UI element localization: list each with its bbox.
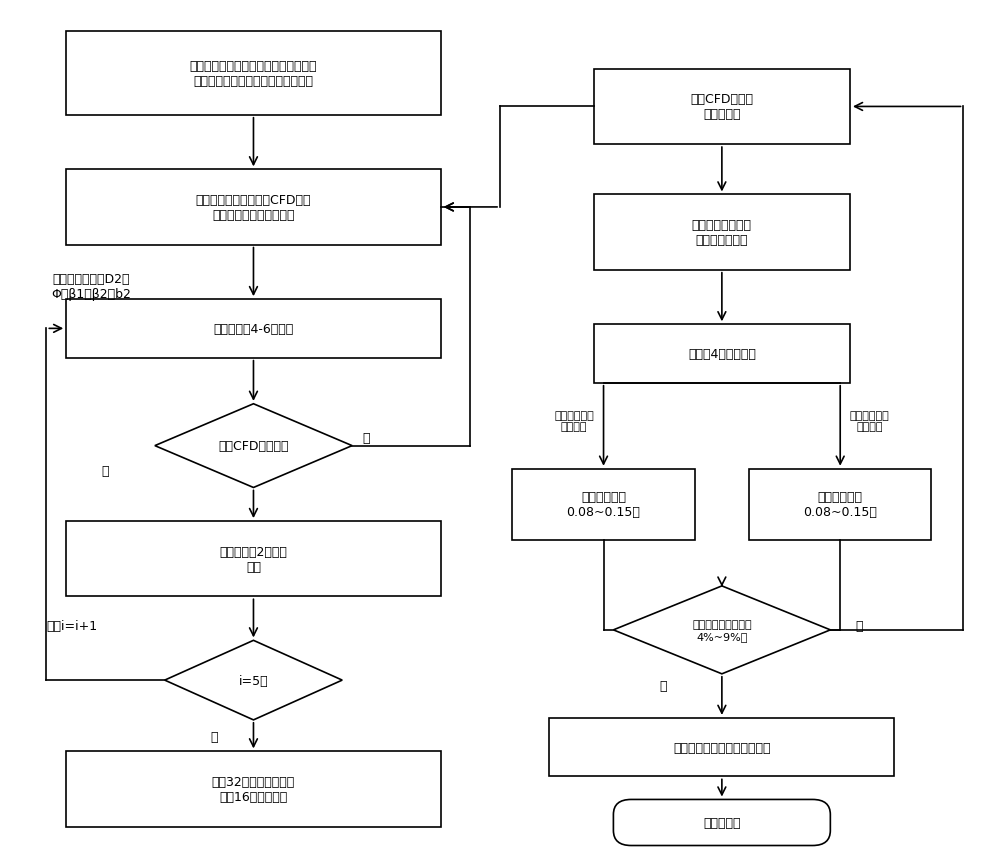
- Text: 得到CFD流场数据: 得到CFD流场数据: [218, 440, 289, 452]
- Text: 是: 是: [659, 680, 666, 693]
- Text: 是: 是: [210, 730, 218, 743]
- Polygon shape: [165, 641, 342, 720]
- FancyBboxPatch shape: [66, 32, 441, 116]
- Text: 设计导叶和泵体，采用CFD技术
计算泵的全流量水力性能: 设计导叶和泵体，采用CFD技术 计算泵的全流量水力性能: [196, 193, 311, 222]
- FancyBboxPatch shape: [594, 325, 850, 383]
- FancyBboxPatch shape: [66, 521, 441, 596]
- Text: 变形优于设计指标的
4%~9%？: 变形优于设计指标的 4%~9%？: [692, 619, 752, 641]
- Text: 否: 否: [855, 619, 862, 632]
- Text: 基于流固耦合有限
元的热力学分析: 基于流固耦合有限 元的热力学分析: [692, 219, 752, 247]
- Text: 叶片变形超过
设计要求: 叶片变形超过 设计要求: [554, 410, 594, 432]
- FancyBboxPatch shape: [66, 751, 441, 826]
- FancyBboxPatch shape: [594, 70, 850, 145]
- Text: 叶片变形优于
设计要求: 叶片变形优于 设计要求: [850, 410, 890, 432]
- Polygon shape: [613, 586, 830, 674]
- Text: 叶片厚度减小
0.08~0.15倍: 叶片厚度减小 0.08~0.15倍: [803, 491, 877, 519]
- Text: 多学科优化数学模型分析评估: 多学科优化数学模型分析评估: [673, 740, 771, 754]
- Text: 叶片厚度增加
0.08~0.15倍: 叶片厚度增加 0.08~0.15倍: [567, 491, 640, 519]
- Text: 否: 否: [362, 431, 369, 444]
- Polygon shape: [155, 404, 352, 488]
- Text: 采用多工况、低气蚀、不等扬程相结合
的水力设计方法得到叶轮的初始外形: 采用多工况、低气蚀、不等扬程相结合 的水力设计方法得到叶轮的初始外形: [190, 60, 317, 88]
- Text: 是: 是: [102, 464, 109, 478]
- Text: 得到32种方案，评估筛
选出16种最优方案: 得到32种方案，评估筛 选出16种最优方案: [212, 775, 295, 803]
- FancyBboxPatch shape: [594, 195, 850, 270]
- Text: 否，i=i+1: 否，i=i+1: [46, 619, 98, 632]
- FancyBboxPatch shape: [613, 799, 830, 845]
- FancyBboxPatch shape: [549, 718, 894, 776]
- FancyBboxPatch shape: [512, 469, 695, 540]
- Text: 第设计变量4-6种方案: 第设计变量4-6种方案: [213, 323, 294, 336]
- FancyBboxPatch shape: [66, 170, 441, 245]
- Text: 遴选出4种最优方案: 遴选出4种最优方案: [688, 348, 756, 360]
- Text: 评估遴选出2中最佳
方案: 评估遴选出2中最佳 方案: [220, 545, 287, 573]
- Text: i=5？: i=5？: [239, 674, 268, 687]
- FancyBboxPatch shape: [66, 300, 441, 358]
- FancyBboxPatch shape: [749, 469, 931, 540]
- Text: 叶轮最优解: 叶轮最优解: [703, 816, 741, 829]
- Text: 基于CFD技术的
热流场计算: 基于CFD技术的 热流场计算: [690, 94, 753, 121]
- Text: 五个设计变量：D2、
Φ、β1、β2、b2: 五个设计变量：D2、 Φ、β1、β2、b2: [51, 273, 131, 301]
